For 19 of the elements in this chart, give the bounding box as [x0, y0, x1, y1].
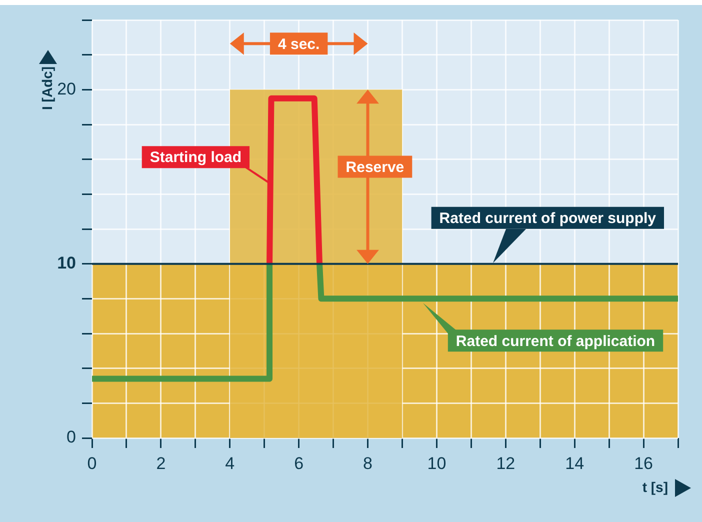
- annotation: 4 sec.: [278, 36, 320, 53]
- x-tick-label: 2: [156, 454, 166, 473]
- x-tick-label: 12: [496, 454, 516, 473]
- x-tick-label: 10: [427, 454, 446, 473]
- x-tick-label: 4: [225, 454, 235, 473]
- y-tick-label: 0: [66, 428, 76, 447]
- x-axis-title: t [s]: [642, 478, 668, 495]
- x-tick-label: 16: [634, 454, 653, 473]
- series-label: Starting load: [150, 149, 242, 166]
- ref-line-label: Rated current of power supply: [439, 210, 657, 227]
- y-tick-label: 20: [57, 79, 76, 98]
- x-tick-label: 6: [294, 454, 304, 473]
- x-tick-label: 8: [363, 454, 372, 473]
- y-tick-label: 10: [57, 254, 76, 273]
- x-tick-label: 0: [87, 454, 97, 473]
- annotation: Reserve: [346, 158, 404, 176]
- y-axis-title: I [Adc]: [38, 66, 55, 110]
- text: Rated current of application: [456, 332, 656, 350]
- x-tick-label: 14: [565, 454, 584, 473]
